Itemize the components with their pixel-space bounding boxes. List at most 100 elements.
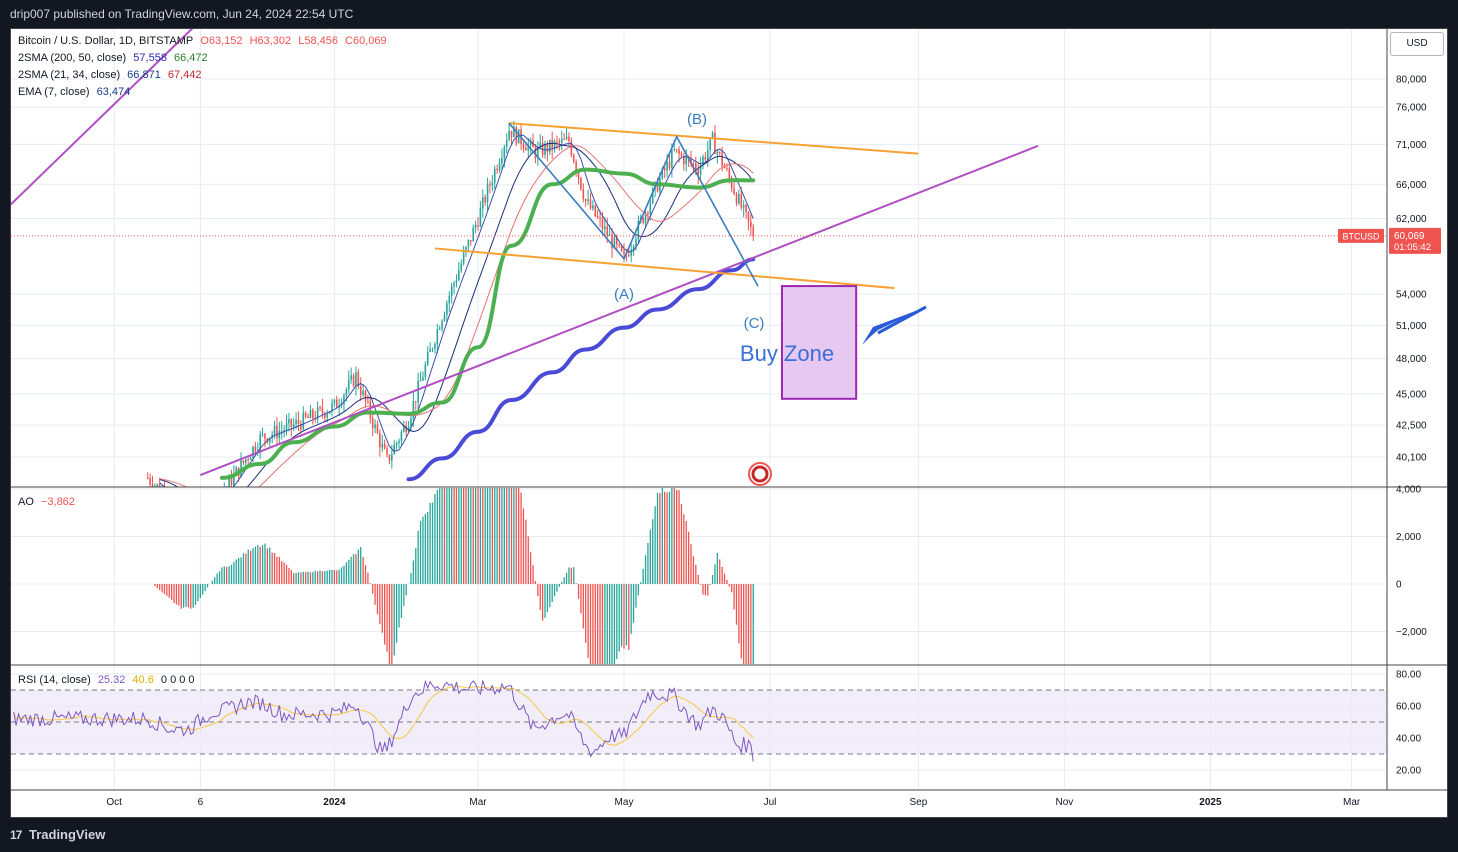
candle-body (316, 407, 319, 420)
ao-pane[interactable] (62, 445, 754, 710)
time-axis[interactable]: Oct 6 2024 Mar May Jul Sep Nov 2025 Mar (106, 797, 1360, 808)
chart-frame[interactable] (10, 28, 1448, 818)
candle-body (740, 193, 743, 208)
candle-body (324, 413, 326, 418)
price-axis[interactable]: 80,000 76,000 71,000 66,000 62,000 54,000 51,0… (1396, 75, 1427, 777)
rsi-pane[interactable] (11, 679, 1387, 762)
buy-zone-label: Buy Zone (740, 341, 834, 366)
candle-body (616, 237, 618, 245)
price-pane[interactable] (2, 0, 1387, 522)
candle-body (685, 156, 688, 165)
candle-body (661, 168, 664, 179)
wave-c-label: (C) (744, 315, 765, 332)
candle-body (750, 221, 752, 228)
ao-tick-label: 0 (1396, 580, 1402, 591)
candle-body (489, 184, 491, 186)
last-price-tag (1389, 227, 1441, 254)
candle-body (233, 473, 235, 486)
candle-body (606, 226, 609, 236)
candle-body (467, 239, 470, 247)
candle-body (209, 496, 211, 498)
candle-body (541, 142, 544, 155)
candle-body (333, 399, 336, 404)
candle-body (212, 498, 214, 508)
symbol-tag (1338, 228, 1384, 243)
wave-a-label: (A) (614, 286, 634, 303)
candle-body (745, 204, 747, 212)
candle-body (388, 454, 391, 461)
candle-body (623, 251, 625, 255)
candle-body (508, 130, 510, 141)
candle-body (525, 147, 527, 151)
time-tick-label: Mar (469, 797, 487, 808)
candle-body (367, 400, 369, 402)
candle-body (283, 430, 285, 432)
candle-body (202, 509, 204, 511)
price-tick-label: 42,500 (1396, 421, 1427, 432)
candle-body (505, 140, 508, 148)
candle-body (728, 168, 731, 179)
candle-body (671, 149, 673, 168)
time-tick-label: Jul (764, 797, 777, 808)
candle-body (391, 454, 393, 461)
currency-button[interactable]: USD (1390, 32, 1444, 56)
candle-body (596, 216, 599, 218)
candle-body (453, 283, 455, 287)
rsi-label: RSI (14, close) (18, 674, 91, 686)
candle-body (517, 129, 520, 144)
abc-wave-line (508, 122, 759, 287)
candle-body (675, 149, 678, 151)
candle-body (364, 390, 367, 401)
candle-body (328, 411, 331, 414)
candle-body (369, 401, 372, 418)
candle-body (565, 136, 568, 140)
candle-body (635, 239, 637, 247)
candle-body (695, 163, 697, 170)
candle-body (577, 171, 580, 178)
candle-body (637, 220, 640, 240)
candle-body (216, 493, 218, 503)
brand-name: TradingView (28, 827, 106, 842)
candle-body (376, 424, 379, 434)
candle-body (326, 413, 329, 418)
candle-body (613, 237, 616, 249)
time-tick-label: May (615, 797, 634, 808)
candle-body (386, 448, 388, 455)
rsi-ma-value: 40.6 (132, 674, 154, 686)
candle-body (431, 348, 434, 350)
candle-body (678, 149, 680, 154)
tradingview-logo-icon: 17 (10, 828, 22, 842)
candle-body (479, 208, 482, 227)
rsi-ma-line (13, 685, 754, 746)
sma2-label: 2SMA (21, 34, close) (18, 69, 121, 81)
candle-body (446, 303, 448, 315)
candle-body (723, 165, 726, 169)
upper-trend-line (11, 29, 194, 206)
time-tick-label: Nov (1055, 797, 1073, 808)
candle-body (156, 484, 159, 487)
price-tick-label: 48,000 (1396, 354, 1427, 365)
rsi-tick-label: 80.00 (1396, 670, 1421, 681)
candle-body (436, 329, 439, 345)
candle-body (537, 147, 539, 159)
candle-body (460, 263, 463, 271)
sma-21-line (159, 142, 754, 487)
candle-body (321, 407, 324, 414)
candle-body (412, 401, 415, 419)
candle-body (312, 409, 314, 419)
ao-tick-label: 2,000 (1396, 532, 1421, 543)
candle-body (711, 132, 714, 139)
candle-body (716, 151, 719, 154)
candle-body (245, 459, 247, 463)
candle-body (288, 419, 290, 424)
candle-body (166, 501, 168, 502)
candle-body (491, 182, 494, 186)
rsi-tick-label: 60.00 (1396, 702, 1421, 713)
grid-lines (11, 29, 1387, 790)
publish-header: drip007 published on TradingView.com, Ju… (10, 7, 354, 21)
candle-body (374, 424, 376, 429)
symbol-title: Bitcoin / U.S. Dollar, 1D, BITSTAMP (18, 35, 194, 47)
candle-body (290, 419, 293, 428)
